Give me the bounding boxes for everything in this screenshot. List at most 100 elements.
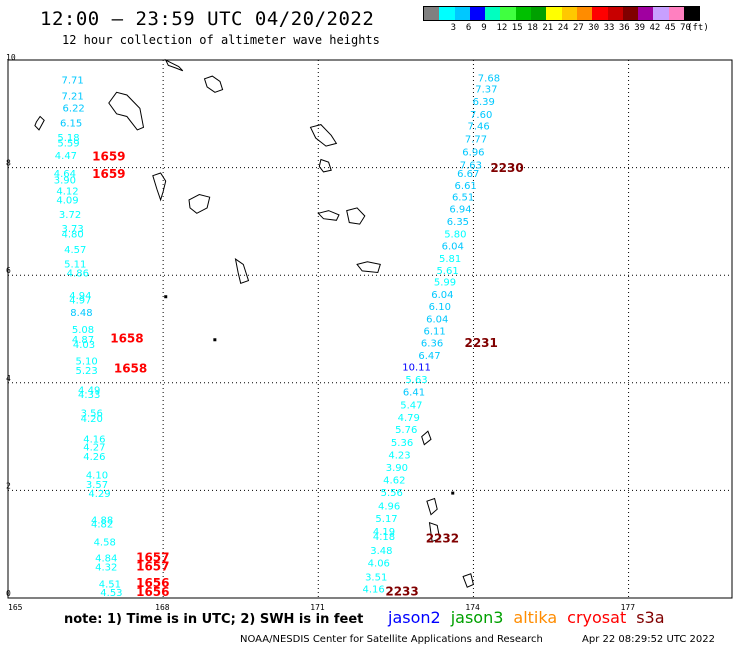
swh-value-label: 6.61 [455, 181, 477, 192]
swh-value-label: 3.72 [59, 210, 81, 221]
swh-value-label: 3.90 [54, 176, 76, 187]
y-tick-label: 0 [6, 589, 11, 598]
y-tick-label: 8 [6, 159, 11, 168]
legend-label: 12 [496, 23, 508, 33]
legend-swatch [668, 7, 685, 20]
swh-value-label: 5.76 [395, 425, 417, 436]
swh-value-label: 3.57 [86, 480, 108, 491]
swh-value-label: 4.51 [99, 580, 121, 591]
swh-value-label: 4.80 [62, 229, 84, 240]
x-tick-label: 177 [621, 603, 636, 612]
swh-value-label: 4.79 [398, 413, 420, 424]
swh-value-label: 5.47 [400, 400, 422, 411]
legend-swatch [485, 7, 501, 20]
pass-time-label: 1659 [92, 149, 125, 163]
swh-value-label: 4.88 [91, 516, 113, 527]
legend-swatch [592, 7, 608, 20]
island-outline [188, 193, 211, 214]
island-dot [164, 295, 168, 299]
swh-value-label: 4.47 [55, 151, 77, 162]
x-tick-label: 168 [155, 603, 170, 612]
legend-label: 18 [527, 23, 538, 33]
swh-value-label: 6.47 [418, 351, 440, 362]
swh-value-label: 6.10 [429, 302, 451, 313]
swh-value-label: 6.11 [424, 327, 446, 338]
legend-swatch [561, 7, 577, 20]
legend-swatch [684, 7, 700, 20]
swh-value-label: 4.64 [54, 169, 76, 180]
swh-value-label: 4.03 [73, 340, 95, 351]
swh-value-label: 7.63 [460, 160, 482, 171]
axis-ticks: 165 168 171 174 177 0 2 4 6 8 10 [6, 53, 635, 612]
pass-time-label: 1658 [114, 361, 147, 375]
swh-value-label: 5.17 [375, 514, 397, 525]
swh-value-label: 3.73 [62, 224, 84, 235]
swh-values: 7.717.216.226.155.185.594.474.643.904.12… [54, 73, 500, 599]
swh-value-label: 4.57 [64, 245, 86, 256]
legend-label: 27 [573, 23, 584, 33]
legend-label: 70 [680, 23, 691, 33]
swh-value-label: 4.82 [91, 519, 113, 530]
swh-value-label: 4.10 [86, 470, 108, 481]
legend-label: 6 [465, 23, 472, 33]
pass-time-label: 2230 [490, 161, 523, 175]
legend-swatch [531, 7, 547, 20]
pass-time-label: 1657 [136, 551, 169, 565]
swh-value-label: 3.48 [370, 546, 392, 557]
legend-label: 39 [634, 23, 646, 33]
swh-value-label: 4.16 [83, 434, 105, 445]
swh-value-label: 7.60 [470, 110, 492, 121]
pass-time-label: 2231 [464, 336, 497, 350]
mission-label-s3a: s3a [636, 608, 665, 627]
swh-value-label: 6.35 [447, 217, 469, 228]
swh-value-label: 5.56 [381, 488, 403, 499]
swh-value-label: 5.36 [391, 438, 413, 449]
swh-value-label: 8.48 [70, 308, 92, 319]
color-scale-legend: 3 6 9 12 15 18 21 24 27 30 33 36 39 42 45 70 (ft) [423, 6, 709, 33]
legend-swatch-row [423, 6, 701, 21]
swh-value-label: 4.29 [88, 489, 110, 500]
swh-value-label: 4.20 [81, 414, 103, 425]
swh-value-label: 6.96 [462, 148, 484, 159]
swh-value-label: 6.94 [449, 205, 471, 216]
map-border [7, 59, 733, 599]
island-outline [164, 58, 184, 72]
swh-value-label: 4.94 [69, 291, 91, 302]
swh-value-label: 7.77 [465, 135, 487, 146]
swh-value-label: 7.71 [62, 75, 84, 86]
island-outlines [34, 58, 474, 588]
swh-value-label: 6.04 [442, 242, 464, 253]
swh-value-label: 5.61 [436, 266, 458, 277]
legend-swatch [454, 7, 470, 20]
swh-value-label: 5.08 [72, 325, 94, 336]
legend-label: 9 [481, 23, 487, 33]
swh-value-label: 5.18 [57, 133, 79, 144]
swh-value-label: 5.63 [405, 375, 427, 386]
pass-time-label: 1658 [110, 332, 143, 346]
island-outline [346, 207, 366, 225]
footer-credit: NOAA/NESDIS Center for Satellite Applica… [240, 634, 543, 645]
swh-value-label: 7.37 [475, 85, 497, 96]
swh-value-label: 4.23 [388, 450, 410, 461]
legend-label: 45 [664, 23, 676, 33]
legend-label: 36 [618, 23, 630, 33]
swh-value-label: 4.58 [94, 538, 116, 549]
island-outline [462, 573, 474, 588]
swh-value-label: 6.51 [452, 193, 474, 204]
island-dot [213, 338, 217, 342]
swh-value-label: 4.53 [100, 588, 122, 599]
pass-time-label: 1656 [136, 576, 169, 590]
island-outline [421, 430, 432, 446]
legend-swatch [622, 7, 639, 20]
swh-value-label: 6.41 [403, 387, 425, 398]
legend-label-row: 3 6 9 12 15 18 21 24 27 30 33 36 39 42 45 70 (ft) [423, 23, 740, 35]
legend-swatch [424, 7, 440, 20]
swh-value-label: 4.84 [95, 554, 117, 565]
pass-time-label: 1657 [136, 559, 169, 573]
legend-swatch [576, 7, 593, 20]
legend-swatch [515, 7, 532, 20]
y-tick-label: 4 [6, 374, 11, 383]
swh-value-label: 10.11 [402, 363, 431, 374]
footer-timestamp: Apr 22 08:29:52 UTC 2022 [582, 634, 715, 645]
